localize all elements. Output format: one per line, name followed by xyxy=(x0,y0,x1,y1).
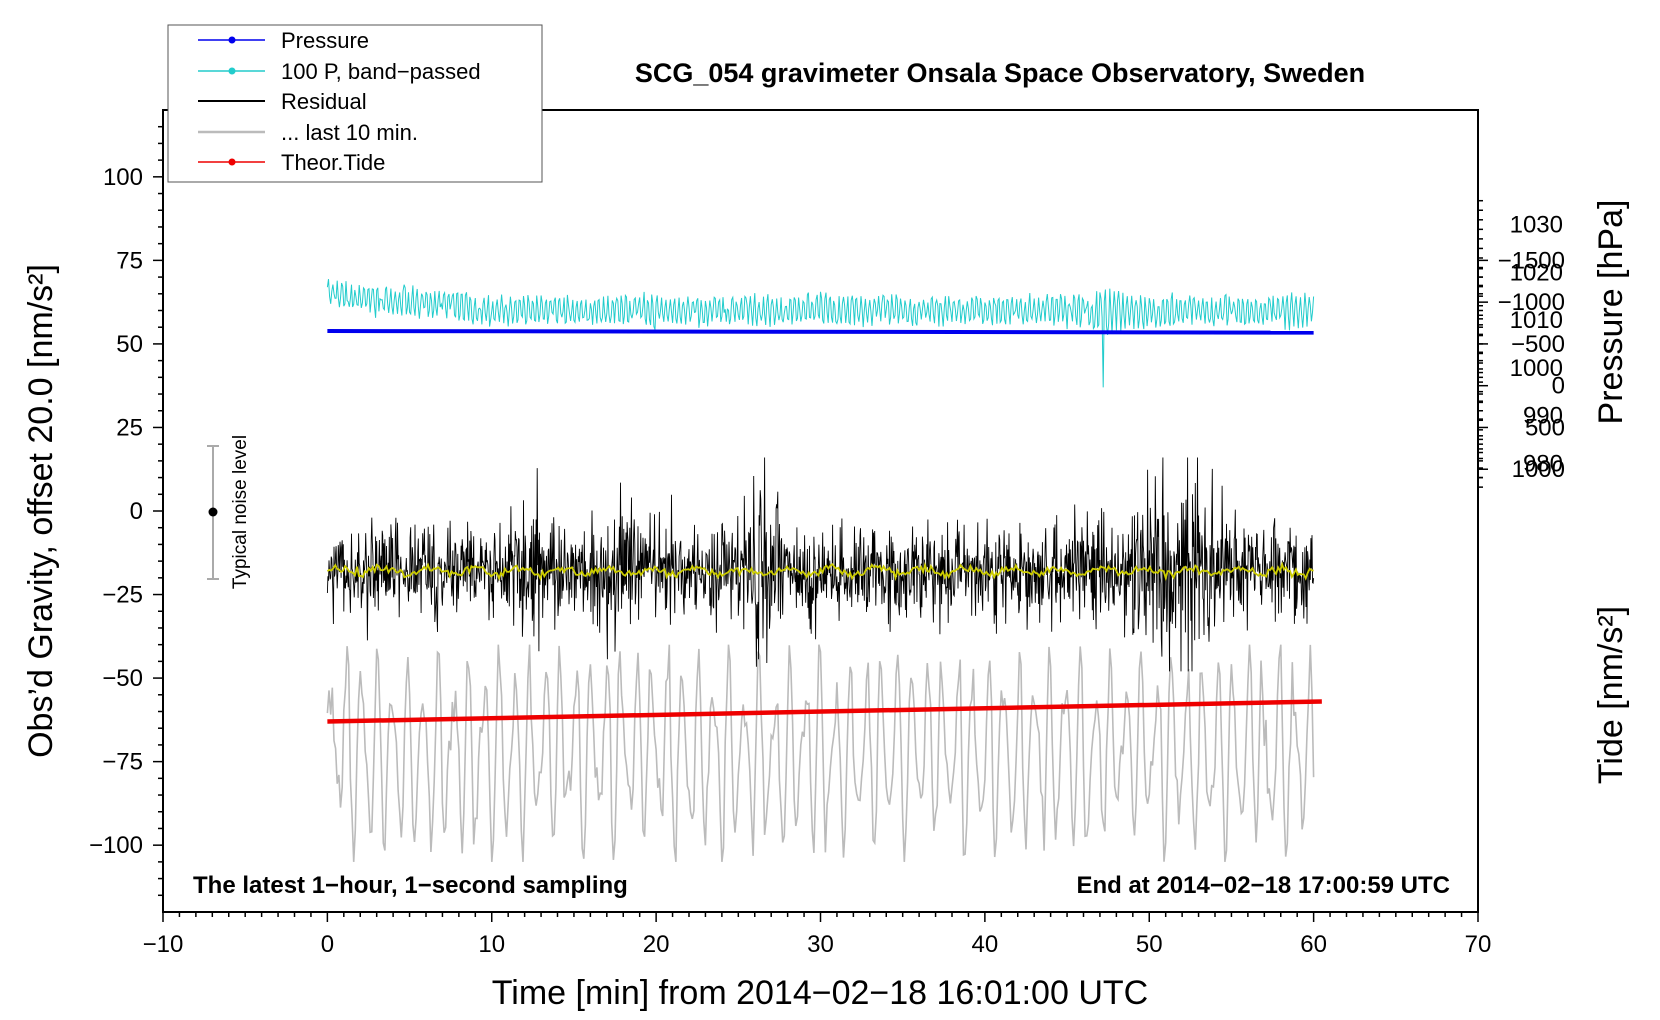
x-tick-label: −10 xyxy=(143,931,184,958)
y-axis-label-pressure: Pressure [hPa] xyxy=(1592,200,1630,425)
tide-tick-label: −500 xyxy=(1511,331,1565,358)
x-tick-label: 10 xyxy=(478,931,505,958)
pressure-tick-label: 980 xyxy=(1523,450,1563,477)
y-tick-label: 0 xyxy=(130,498,143,525)
tide-tick-label: 500 xyxy=(1525,414,1565,441)
tide-axis-ticks: 1000 500 0 −500 −1000 −1500 xyxy=(1478,247,1565,483)
legend-marker-bandpassed xyxy=(228,67,236,75)
legend-label-last10: ... last 10 min. xyxy=(281,120,418,145)
x-tick-label: 30 xyxy=(807,931,834,958)
y-tick-label: 50 xyxy=(116,331,143,358)
y-tick-label: 75 xyxy=(116,247,143,274)
legend-marker-tide xyxy=(228,158,236,166)
pressure-tick-label: 1020 xyxy=(1510,259,1563,286)
legend-label-bandpassed: 100 P, band−passed xyxy=(281,59,481,84)
series-pressure xyxy=(327,328,1314,335)
y-tick-label: 100 xyxy=(103,164,143,191)
tide-tick-label: 0 xyxy=(1552,373,1565,400)
pressure-axis-ticks: 1030 1020 1010 1000 990 980 xyxy=(1478,199,1563,488)
x-axis-label: Time [min] from 2014−02−18 16:01:00 UTC xyxy=(492,974,1148,1012)
y-tick-label: −75 xyxy=(102,749,143,776)
legend-label-tide: Theor.Tide xyxy=(281,150,385,175)
tide-tick-label: 1000 xyxy=(1512,456,1565,483)
x-tick-label: 70 xyxy=(1465,931,1492,958)
pressure-tick-label: 990 xyxy=(1523,403,1563,430)
data-layer xyxy=(326,279,1322,863)
x-tick-label: 40 xyxy=(972,931,999,958)
x-tick-label: 0 xyxy=(321,931,334,958)
series-last-10-min xyxy=(326,644,1315,863)
legend-label-pressure: Pressure xyxy=(281,28,369,53)
annotation-bottom-left: The latest 1−hour, 1−second sampling xyxy=(193,872,628,899)
noise-indicator: Typical noise level xyxy=(207,435,251,589)
y-axis-ticks: 100 75 50 25 0 −25 −50 −75 −100 xyxy=(89,125,163,897)
y-tick-label: 25 xyxy=(116,414,143,441)
y-tick-label: −25 xyxy=(102,582,143,609)
noise-center-dot xyxy=(208,507,218,517)
legend: Pressure 100 P, band−passed Residual ...… xyxy=(167,24,543,183)
pressure-tick-label: 1030 xyxy=(1510,212,1563,239)
series-residual xyxy=(326,457,1315,672)
x-tick-label: 50 xyxy=(1136,931,1163,958)
noise-label: Typical noise level xyxy=(230,435,251,589)
pressure-tick-label: 1000 xyxy=(1510,355,1563,382)
legend-label-residual: Residual xyxy=(281,89,367,114)
y-axis-label-tide: Tide [nm/s²] xyxy=(1592,606,1630,784)
legend-box xyxy=(167,24,543,183)
x-axis-ticks: −10 0 10 20 30 40 50 60 70 xyxy=(143,912,1492,958)
chart-title: SCG_054 gravimeter Onsala Space Observat… xyxy=(635,58,1365,88)
y-tick-label: −50 xyxy=(102,665,143,692)
pressure-tick-label: 1010 xyxy=(1510,307,1563,334)
annotation-bottom-right: End at 2014−02−18 17:00:59 UTC xyxy=(1076,872,1450,899)
legend-marker-pressure xyxy=(228,36,236,44)
y-tick-label: −100 xyxy=(89,832,143,859)
x-tick-label: 60 xyxy=(1300,931,1327,958)
tide-tick-label: −1500 xyxy=(1498,247,1565,274)
tide-tick-label: −1000 xyxy=(1498,289,1565,316)
series-100p-bandpassed xyxy=(326,279,1315,388)
x-tick-label: 20 xyxy=(643,931,670,958)
series-residual-smoothed xyxy=(326,561,1314,582)
y-axis-label-left: Obs’d Gravity, offset 20.0 [nm/s²] xyxy=(22,264,60,758)
series-theor-tide xyxy=(327,699,1322,724)
